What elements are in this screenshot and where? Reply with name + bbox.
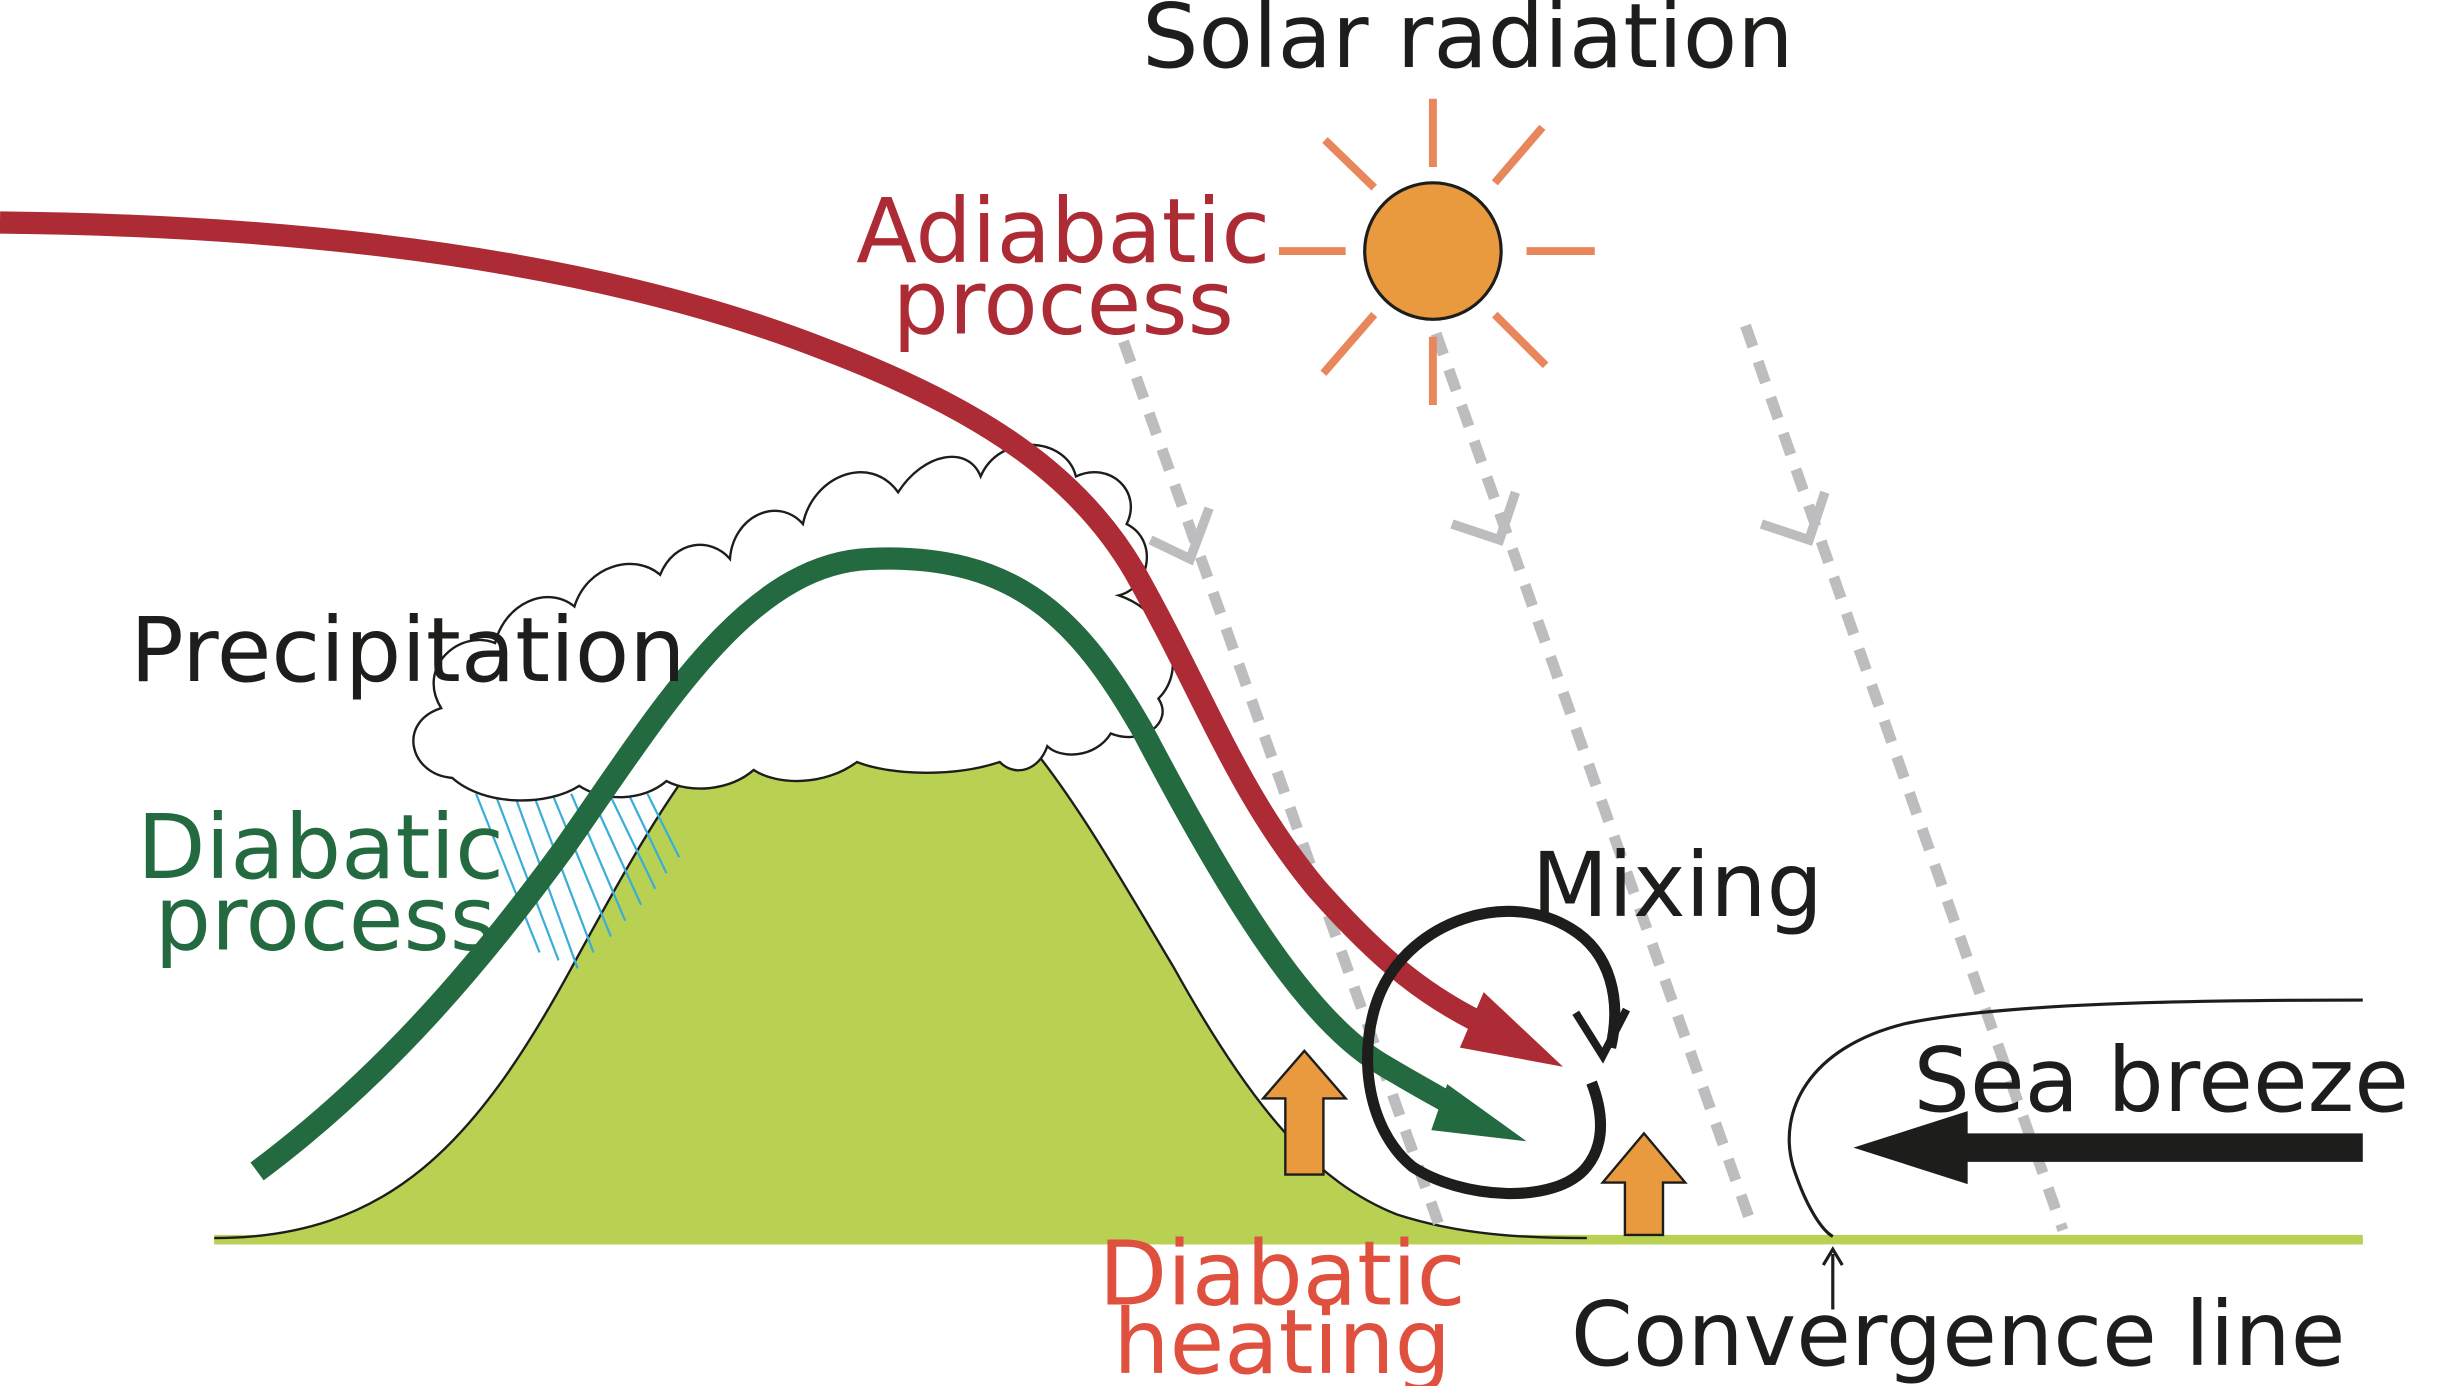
diabatic-process-arrowhead [1431, 1084, 1527, 1142]
sea-breeze-arrowhead [1853, 1111, 1968, 1185]
label-diabatic-process-2: process [155, 867, 496, 970]
label-adiabatic-2: process [892, 252, 1233, 355]
label-mixing: Mixing [1532, 834, 1823, 937]
sea-breeze-front [1787, 998, 2363, 1238]
label-sea-breeze: Sea breeze [1914, 1029, 2409, 1132]
adiabatic-process-arrowhead [1459, 992, 1564, 1067]
heating-arrow-right-icon [1600, 1131, 1688, 1237]
heating-arrow-left-icon [1260, 1049, 1349, 1176]
mountain [214, 647, 2363, 1245]
convergence-pointer-head-icon [1821, 1246, 1844, 1266]
label-adiabatic-1: Adiabatic [856, 180, 1270, 283]
diabatic-process-arrow [250, 547, 1483, 1181]
cloud [412, 443, 1175, 802]
radiation-chevrons [1148, 490, 1830, 566]
label-solar-radiation: Solar radiation [1142, 0, 1793, 88]
mixing-arrowhead-icon [1572, 1007, 1631, 1064]
adiabatic-process-arrow [0, 211, 1505, 1042]
label-precipitation: Precipitation [130, 599, 685, 702]
label-diabatic-heating-2: heating [1113, 1291, 1451, 1386]
sun-icon [1278, 98, 1595, 405]
label-convergence-line: Convergence line [1571, 1283, 2345, 1386]
mixing-circle-icon [1362, 905, 1621, 1200]
label-diabatic-heating-1: Diabatic [1099, 1223, 1466, 1326]
radiation-rays [1118, 323, 2069, 1233]
label-diabatic-process-1: Diabatic [137, 796, 504, 899]
